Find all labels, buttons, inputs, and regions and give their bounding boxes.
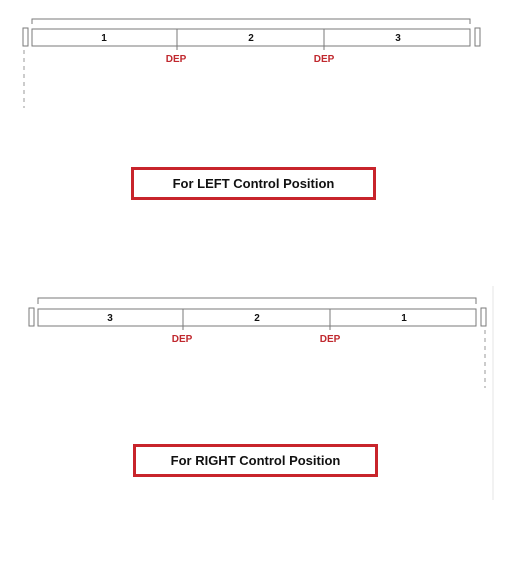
right-caption-text: For RIGHT Control Position [170,453,341,468]
left-caption-box: For LEFT Control Position [131,167,376,200]
right-segment-label: 1 [401,313,407,324]
left-segment-label: 1 [101,33,107,44]
right-segment-label: 2 [254,313,260,324]
left-dep-label: DEP [314,54,335,65]
right-dep-label: DEP [320,334,341,345]
right-dep-label: DEP [172,334,193,345]
right-segment-1 [329,308,477,327]
left-end-cap [474,27,481,47]
right-caption-box: For RIGHT Control Position [133,444,378,477]
left-segment-3 [323,28,471,47]
left-start-cap [22,27,29,47]
left-caption-text: For LEFT Control Position [172,176,335,191]
right-start-cap [28,307,35,327]
right-top-bracket [37,297,477,304]
left-segment-label: 2 [248,33,254,44]
left-segment-label: 3 [395,33,401,44]
right-end-cap [480,307,487,327]
left-dep-label: DEP [166,54,187,65]
right-segment-label: 3 [107,313,113,324]
left-top-bracket [31,18,471,24]
